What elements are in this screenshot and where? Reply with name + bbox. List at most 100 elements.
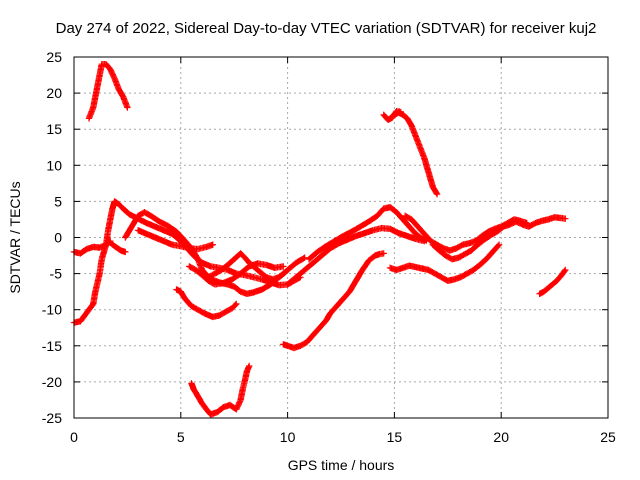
series-arc-12 (284, 224, 428, 288)
data-point (372, 229, 374, 231)
data-point (455, 247, 457, 249)
data-point (564, 218, 566, 220)
data-point (269, 283, 272, 286)
data-point (154, 226, 156, 228)
data-point (521, 223, 524, 226)
data-point (212, 316, 214, 318)
data-point (109, 218, 111, 221)
data-point (201, 274, 203, 276)
data-point (284, 271, 287, 273)
data-point (383, 208, 385, 210)
data-point (240, 291, 242, 293)
data-point (158, 221, 161, 223)
data-point (227, 269, 229, 271)
data-point (287, 345, 289, 347)
data-point (534, 222, 536, 224)
data-point (88, 309, 90, 311)
data-point (427, 171, 430, 174)
data-point (240, 273, 242, 275)
data-point (261, 288, 263, 291)
data-point (472, 269, 475, 271)
data-point (92, 246, 94, 248)
data-point (404, 215, 406, 217)
data-point (541, 220, 543, 222)
data-point (336, 305, 338, 307)
data-point (348, 291, 351, 293)
data-point (171, 233, 173, 235)
data-point (368, 260, 370, 262)
data-point (201, 402, 203, 405)
data-point (99, 273, 101, 275)
data-point (146, 222, 148, 224)
data-point (415, 233, 417, 235)
data-point (415, 238, 417, 240)
data-point (342, 235, 344, 237)
data-point (389, 228, 391, 230)
data-point (248, 365, 250, 367)
data-point (383, 114, 385, 116)
data-point (278, 284, 280, 286)
data-point (547, 287, 549, 289)
data-point (304, 269, 306, 271)
data-point (551, 283, 554, 286)
data-point (410, 124, 413, 127)
data-point (257, 269, 259, 271)
data-point (470, 249, 472, 252)
data-point (502, 226, 504, 228)
series-markers (173, 286, 240, 321)
series-arc-6 (134, 227, 216, 253)
data-point (321, 254, 323, 257)
data-point (233, 285, 235, 288)
data-point (387, 119, 389, 121)
series-arc-3 (85, 61, 131, 122)
data-point (261, 273, 263, 275)
series-arc-7 (173, 286, 240, 321)
data-point (188, 265, 190, 267)
data-point (329, 312, 331, 314)
data-point (203, 312, 205, 314)
data-point (235, 303, 237, 305)
data-point (430, 240, 432, 242)
data-point (492, 251, 494, 253)
x-tick-label: 15 (387, 429, 403, 445)
data-point (395, 269, 398, 271)
data-point (554, 216, 556, 218)
x-tick-label: 10 (280, 429, 296, 445)
data-point (451, 258, 453, 260)
data-point (231, 307, 233, 309)
data-point (272, 278, 274, 280)
data-point (383, 252, 385, 254)
series-arc-9 (199, 250, 289, 283)
x-axis-ticks: 0 5 10 15 20 25 (70, 57, 616, 445)
data-point (261, 278, 263, 280)
chart-title: Day 274 of 2022, Sidereal Day-to-day VTE… (56, 20, 597, 37)
data-point (408, 226, 410, 228)
data-point (113, 78, 116, 80)
data-point (374, 254, 376, 257)
series-markers (429, 214, 569, 263)
data-point (453, 278, 455, 280)
data-point (564, 269, 566, 271)
x-tick-label: 25 (600, 429, 616, 445)
data-point (338, 242, 340, 244)
data-point (457, 257, 460, 259)
data-point (94, 291, 96, 293)
data-point (88, 117, 90, 119)
data-point (287, 269, 289, 271)
y-tick-label: 5 (54, 193, 62, 209)
series-arc-19 (536, 266, 569, 297)
data-point (214, 273, 216, 275)
x-tick-label: 5 (177, 429, 185, 445)
data-point (79, 252, 82, 254)
data-point (543, 291, 545, 293)
data-point (355, 280, 357, 282)
data-point (214, 283, 216, 286)
data-point (128, 213, 131, 215)
data-point (312, 334, 314, 336)
data-point (143, 211, 146, 213)
data-point (124, 251, 126, 253)
data-point (395, 211, 398, 213)
data-point (92, 106, 94, 109)
data-point (240, 399, 242, 401)
data-point (246, 370, 248, 372)
